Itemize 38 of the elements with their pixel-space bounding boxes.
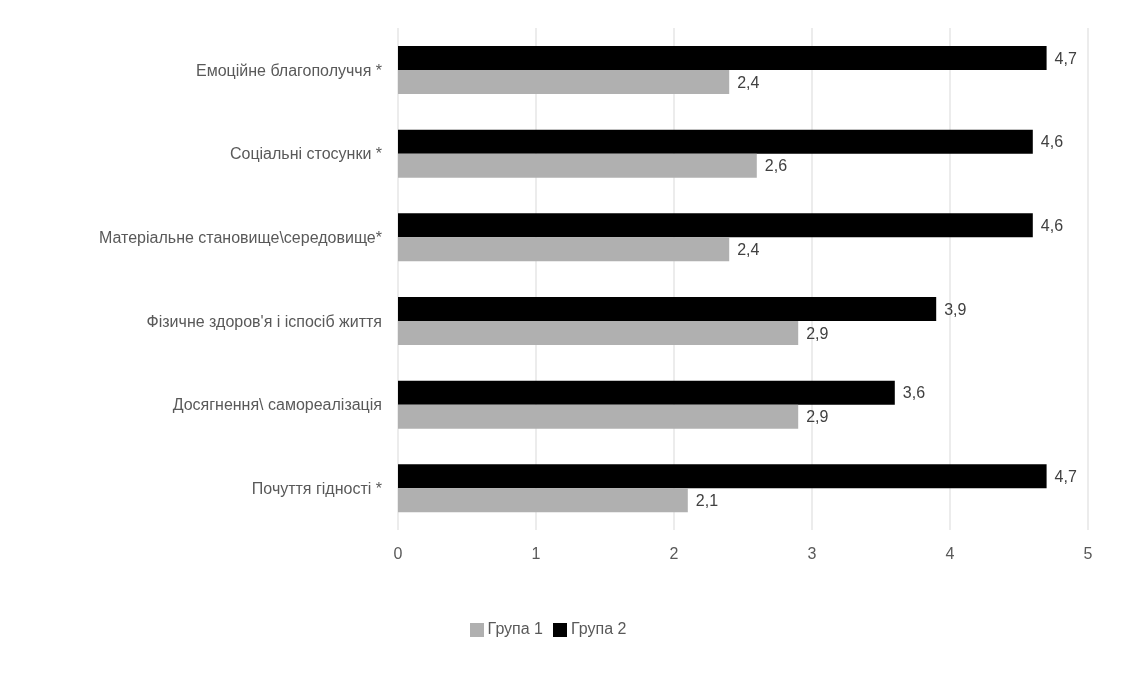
y-tick-label: Почуття гідності * xyxy=(251,479,382,497)
x-tick-label: 5 xyxy=(1083,545,1093,563)
y-tick-label: Фізичне здоров'я і іспосіб життя xyxy=(146,312,382,330)
bar xyxy=(398,237,730,262)
x-tick-label: 4 xyxy=(945,545,955,563)
data-label: 4,6 xyxy=(1040,216,1064,234)
y-tick-label: Соціальні стосунки * xyxy=(229,145,382,163)
data-label: 4,7 xyxy=(1054,49,1077,67)
bar xyxy=(398,404,799,429)
y-tick-label: Досягнення\ самореалізація xyxy=(172,396,382,414)
bar xyxy=(398,46,1047,70)
data-label: 2,9 xyxy=(806,408,829,426)
y-tick-label: Матеріальне становище\середовище* xyxy=(99,228,382,246)
x-tick-label: 0 xyxy=(393,545,403,563)
x-tick-label: 1 xyxy=(531,545,541,563)
data-label: 3,6 xyxy=(902,384,926,402)
legend-label: Група 2 xyxy=(571,620,627,637)
y-tick-label: Емоційне благополуччя * xyxy=(195,61,382,79)
bar xyxy=(398,70,730,94)
data-label: 2,4 xyxy=(737,73,760,91)
data-label: 3,9 xyxy=(944,300,967,318)
legend-label: Група 1 xyxy=(487,620,543,637)
bar xyxy=(398,380,895,405)
data-label: 2,9 xyxy=(806,324,829,342)
data-label: 4,6 xyxy=(1040,133,1064,151)
bar xyxy=(398,488,688,513)
data-label: 4,7 xyxy=(1054,467,1077,485)
x-tick-label: 2 xyxy=(669,545,679,563)
x-tick-label: 3 xyxy=(807,545,817,563)
bar xyxy=(398,213,1033,238)
bar xyxy=(398,297,937,321)
bar xyxy=(398,153,757,178)
bar xyxy=(398,321,799,345)
bar xyxy=(398,129,1033,154)
data-label: 2,4 xyxy=(737,240,760,258)
bar xyxy=(398,464,1047,489)
data-label: 2,6 xyxy=(764,157,788,175)
data-label: 2,1 xyxy=(695,491,719,509)
